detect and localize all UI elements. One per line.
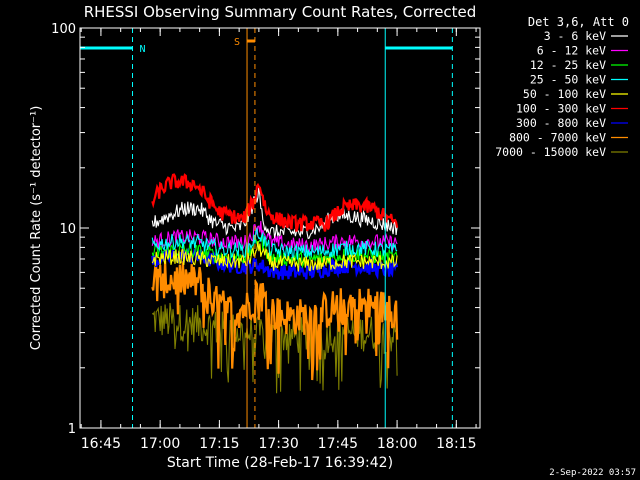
series-line-5	[151, 173, 399, 232]
x-tick-label: 18:00	[377, 436, 417, 452]
y-tick-label: 100	[51, 22, 76, 37]
x-tick-label: 16:45	[81, 436, 121, 452]
chart-title: RHESSI Observing Summary Count Rates, Co…	[84, 3, 477, 21]
x-axis-label: Start Time (28-Feb-17 16:39:42)	[167, 455, 393, 471]
series-line-7	[151, 260, 399, 381]
legend-label: 3 - 6 keV	[544, 29, 606, 43]
legend-label: 7000 - 15000 keV	[495, 145, 606, 159]
x-axis: 16:45 17:00 17:15 17:30 17:45 18:00 18:15	[80, 28, 477, 452]
legend-label: 12 - 25 keV	[530, 58, 606, 72]
x-tick-label: 17:15	[199, 436, 239, 452]
legend-label: 800 - 7000 keV	[509, 131, 606, 145]
legend-label: 25 - 50 keV	[530, 73, 606, 87]
legend-label: 100 - 300 keV	[516, 102, 606, 116]
night-label: N	[140, 44, 146, 55]
legend-label: 50 - 100 keV	[523, 87, 606, 101]
footer-date: 2-Sep-2022 03:57	[549, 468, 636, 478]
y-tick-label: 1	[68, 422, 76, 437]
y-axis-label: Corrected Count Rate (s⁻¹ detector⁻¹)	[29, 106, 44, 351]
plot-data-layer	[151, 173, 399, 394]
x-tick-label: 18:15	[436, 436, 476, 452]
y-tick-label: 10	[59, 222, 76, 237]
legend-label: 6 - 12 keV	[537, 44, 606, 58]
legend-label: 300 - 800 keV	[516, 116, 606, 130]
x-tick-label: 17:30	[258, 436, 298, 452]
saa-label: S	[234, 37, 240, 48]
series-line-4	[151, 241, 398, 272]
y-axis: 1 10 100	[51, 22, 480, 437]
legend-title: Det 3,6, Att 0	[528, 15, 629, 29]
x-tick-label: 17:00	[140, 436, 180, 452]
series-line-3	[151, 226, 398, 261]
x-tick-label: 17:45	[318, 436, 358, 452]
